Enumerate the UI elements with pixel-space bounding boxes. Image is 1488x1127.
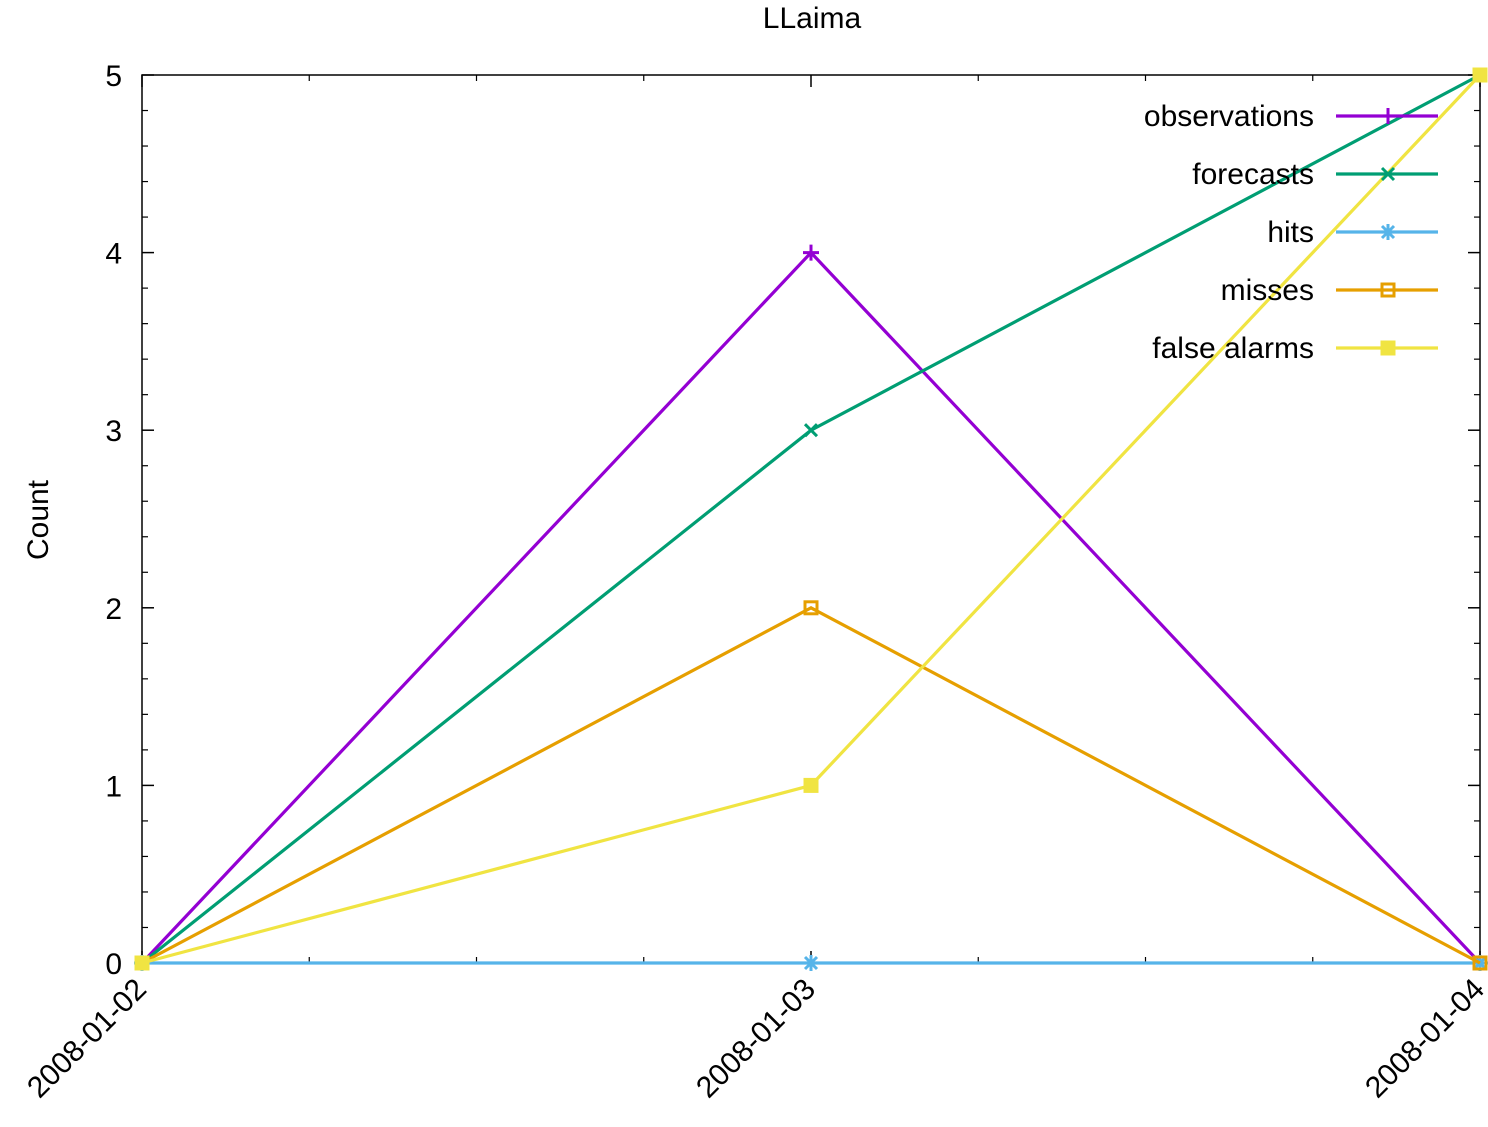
data-point-false-alarms	[134, 955, 150, 971]
legend-marker-observations	[1380, 108, 1396, 124]
legend: observations forecasts hits misses false ala…	[1144, 100, 1438, 365]
legend-entry-false-alarms: false alarms	[1152, 332, 1438, 365]
series-false-alarms	[134, 67, 1488, 971]
chart-title: LLaima	[763, 2, 862, 35]
legend-label: hits	[1267, 216, 1314, 249]
series-line-false-alarms	[141, 73, 1482, 965]
legend-label: misses	[1221, 274, 1314, 307]
y-axis-label: Count	[22, 479, 55, 560]
plot-frame	[141, 74, 1481, 964]
y-tick-label: 2	[105, 593, 122, 626]
legend-entry-observations: observations	[1144, 100, 1438, 133]
y-tick-label: 0	[105, 948, 122, 981]
data-point-hits	[803, 955, 819, 971]
legend-entry-misses: misses	[1221, 274, 1438, 307]
legend-marker-false-alarms	[1380, 340, 1396, 356]
x-tick-label: 2008-01-02	[21, 973, 153, 1105]
x-tick-label: 2008-01-04	[1359, 973, 1488, 1105]
y-tick-label: 3	[105, 415, 122, 448]
legend-marker-forecasts	[1380, 166, 1396, 182]
data-point-false-alarms	[1472, 67, 1488, 83]
legend-label: false alarms	[1152, 332, 1314, 365]
legend-entry-forecasts: forecasts	[1192, 158, 1438, 191]
y-tick-label: 5	[105, 60, 122, 93]
series-hits	[134, 955, 1488, 971]
x-tick-label: 2008-01-03	[690, 973, 822, 1105]
legend-label: observations	[1144, 100, 1314, 133]
legend-entry-hits: hits	[1267, 216, 1438, 249]
data-point-misses	[1472, 955, 1488, 971]
y-tick-label: 1	[105, 770, 122, 803]
data-point-forecasts	[803, 423, 819, 438]
data-point-observations	[803, 244, 819, 261]
series-line-forecasts	[141, 73, 1481, 965]
series-line-misses	[141, 605, 1481, 965]
series-forecasts	[134, 67, 1488, 971]
legend-marker-hits	[1380, 224, 1396, 240]
data-point-false-alarms	[803, 777, 819, 793]
series-layer	[134, 67, 1488, 971]
y-tick-label: 4	[105, 238, 122, 271]
legend-marker-misses	[1380, 282, 1396, 298]
data-point-misses	[803, 600, 819, 616]
legend-label: forecasts	[1192, 158, 1314, 191]
